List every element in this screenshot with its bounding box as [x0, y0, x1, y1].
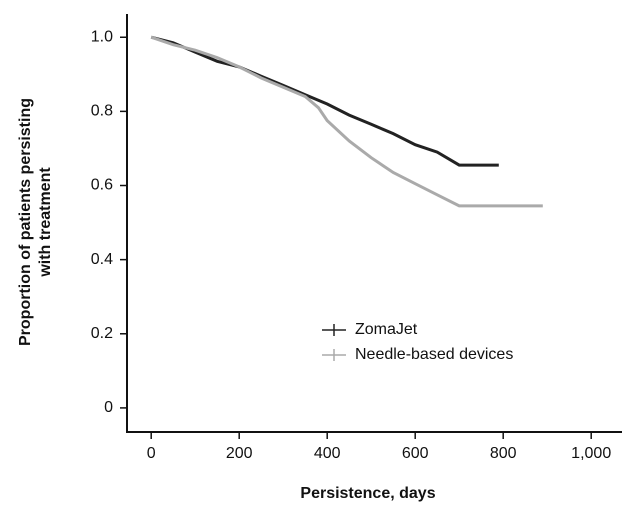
legend-label: Needle-based devices	[355, 346, 513, 363]
y-tick-label: 1.0	[91, 28, 113, 45]
x-tick-label: 1,000	[571, 445, 611, 462]
y-tick-label: 0.6	[91, 177, 113, 194]
x-tick-label: 800	[490, 445, 517, 462]
y-axis-label: with treatment	[37, 167, 54, 278]
y-tick-label: 0	[104, 399, 113, 416]
x-axis-label: Persistence, days	[300, 485, 435, 502]
x-tick-label: 0	[147, 445, 156, 462]
legend-label: ZomaJet	[355, 321, 418, 338]
series-line	[150, 35, 543, 208]
x-tick-label: 200	[226, 445, 253, 462]
y-axis-label: Proportion of patients persisting	[17, 98, 34, 346]
y-tick-label: 0.4	[91, 251, 113, 268]
x-tick-label: 600	[402, 445, 429, 462]
y-tick-label: 0.8	[91, 103, 113, 120]
x-tick-label: 400	[314, 445, 341, 462]
y-tick-label: 0.2	[91, 325, 113, 342]
series-line	[150, 35, 499, 167]
